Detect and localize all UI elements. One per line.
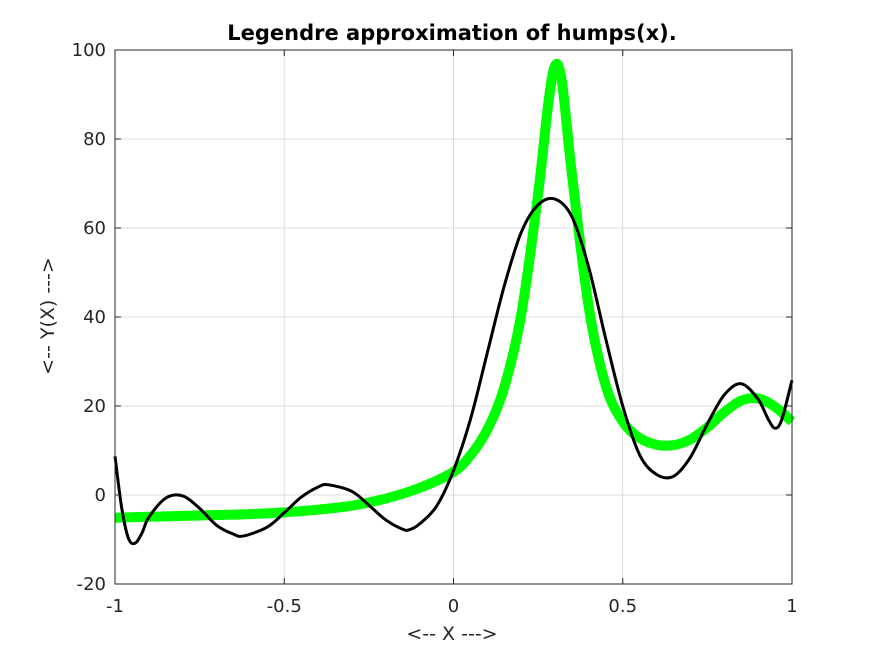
y-tick-label-5: 80 <box>83 129 106 150</box>
x-tick-label-3: 0.5 <box>608 596 637 617</box>
y-tick-label-3: 40 <box>83 307 106 328</box>
series-line-1 <box>113 196 794 546</box>
x-tick-label-0: -1 <box>106 596 124 617</box>
x-axis-label: <-- X ---> <box>406 623 497 645</box>
series-group <box>113 58 796 546</box>
y-tick-label-1: 0 <box>95 485 106 506</box>
y-tick-label-0: -20 <box>77 574 106 595</box>
axes <box>114 49 793 585</box>
x-tick-label-4: 1 <box>786 596 797 617</box>
series-line-0 <box>114 58 796 523</box>
chart-title: Legendre approximation of humps(x). <box>227 21 676 45</box>
x-tick-label-2: 0 <box>448 596 459 617</box>
grid <box>115 50 792 584</box>
x-tick-label-1: -0.5 <box>267 596 302 617</box>
y-tick-label-4: 60 <box>83 218 106 239</box>
y-tick-label-6: 100 <box>72 40 106 61</box>
y-axis-label: <-- Y(X) ---> <box>37 257 59 375</box>
tick-labels: -1 -0.5 0 0.5 1 -20 0 20 40 60 80 100 <box>72 40 798 617</box>
y-tick-label-2: 20 <box>83 396 106 417</box>
